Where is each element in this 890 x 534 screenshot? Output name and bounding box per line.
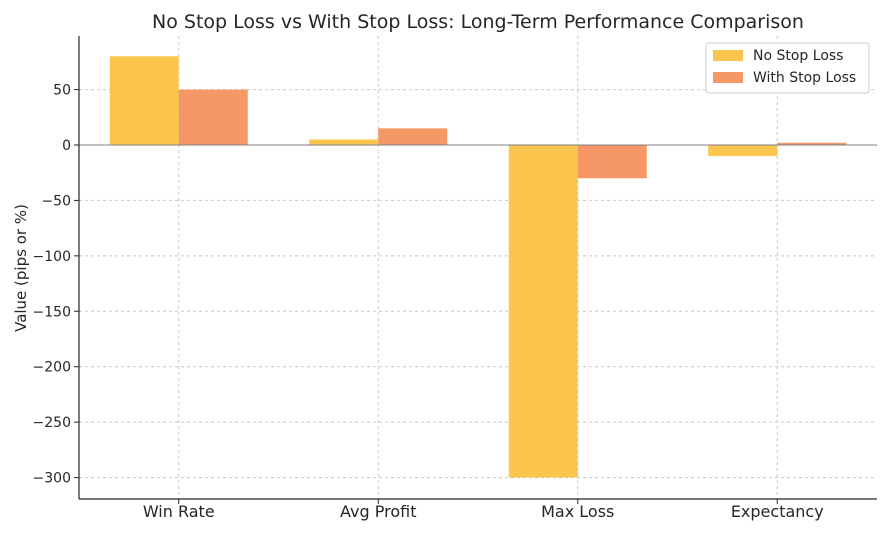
x-tick-label: Avg Profit — [340, 502, 416, 521]
x-tick-label: Win Rate — [143, 502, 215, 521]
y-tick-label: 50 — [53, 83, 71, 99]
bar-with-stop-loss — [777, 142, 847, 145]
legend-label-with-stop-loss: With Stop Loss — [753, 70, 856, 86]
x-tick-label: Expectancy — [731, 502, 824, 521]
bar-no-stop-loss — [309, 139, 379, 145]
bar-with-stop-loss — [178, 89, 248, 145]
y-tick-labels: 50 0 −50 −100 −150 −200 −250 −300 — [33, 83, 79, 487]
legend-swatch-with-stop-loss — [713, 72, 743, 83]
x-tick-label: Max Loss — [541, 502, 614, 521]
y-tick-label: −100 — [33, 249, 71, 265]
y-tick-label: −50 — [41, 193, 71, 209]
legend-swatch-no-stop-loss — [713, 50, 743, 61]
legend-label-no-stop-loss: No Stop Loss — [753, 48, 843, 64]
y-axis-label: Value (pips or %) — [12, 204, 30, 332]
y-tick-label: −250 — [33, 415, 71, 431]
y-tick-label: −150 — [33, 304, 71, 320]
bar-no-stop-loss — [508, 145, 578, 478]
x-tick-labels: Win Rate Avg Profit Max Loss Expectancy — [143, 499, 824, 521]
bar-no-stop-loss — [109, 56, 179, 146]
y-tick-label: 0 — [62, 138, 71, 154]
bar-no-stop-loss — [708, 145, 778, 157]
y-tick-label: −200 — [33, 360, 71, 376]
legend: No Stop Loss With Stop Loss — [705, 42, 870, 94]
chart-title: No Stop Loss vs With Stop Loss: Long-Ter… — [152, 11, 804, 33]
bar-with-stop-loss — [378, 128, 448, 145]
bar-with-stop-loss — [577, 145, 647, 179]
y-tick-label: −300 — [33, 471, 71, 487]
legend-box — [705, 42, 870, 94]
bars-layer — [109, 56, 847, 478]
